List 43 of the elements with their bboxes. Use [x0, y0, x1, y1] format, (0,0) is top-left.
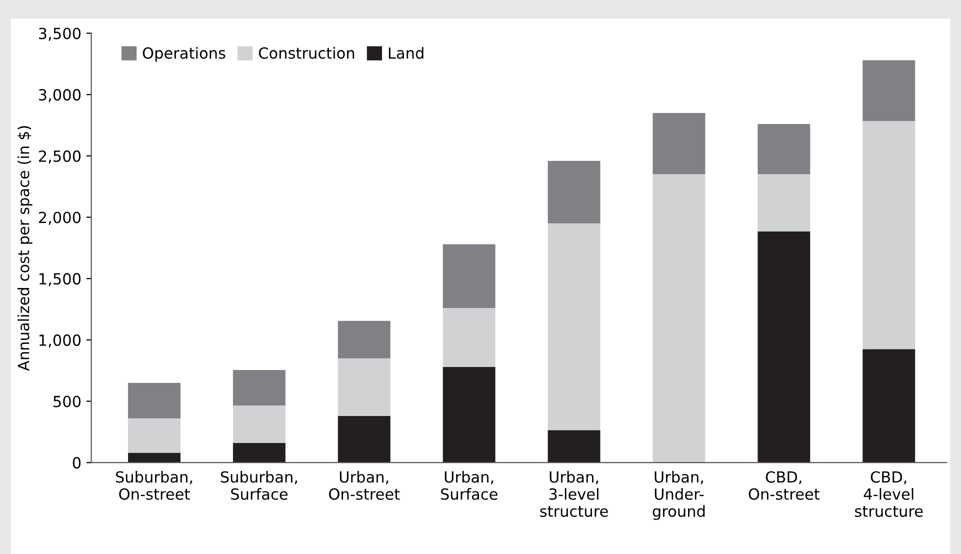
legend-label: Land	[388, 46, 424, 59]
bar	[442, 308, 496, 367]
y-tick-label: 2,000	[38, 212, 81, 225]
bar	[758, 174, 810, 232]
bar	[232, 406, 286, 443]
y-tick-label: 0	[72, 457, 81, 469]
x-tick-label: Urban, Surface	[440, 470, 498, 500]
legend-label: Operations	[142, 46, 226, 62]
bar	[338, 358, 390, 416]
x-tick-label: CBD, On-street	[748, 471, 820, 500]
y-tick-label: 1,500	[40, 273, 81, 286]
bar	[128, 382, 180, 418]
y-tick-label: 3,500	[39, 28, 81, 41]
y-tick-label: 2,500	[38, 150, 81, 164]
y-tick-label: 500	[54, 396, 81, 408]
x-tick-label: Urban, On-street	[329, 470, 400, 500]
y-tick-label: 1,000	[40, 334, 81, 348]
bar	[548, 223, 600, 430]
bar	[862, 120, 916, 350]
x-tick-label: Suburban, On-street	[116, 470, 192, 500]
x-tick-label: Urban, Under- ground	[652, 470, 705, 520]
bar	[862, 349, 916, 463]
bar	[128, 452, 180, 463]
y-axis-title: Annualized cost per space (in $)	[17, 126, 32, 371]
bar	[338, 416, 390, 463]
bar	[128, 418, 180, 453]
bar	[548, 430, 600, 463]
bar	[442, 366, 496, 463]
legend-label: Construction	[258, 46, 354, 59]
bar	[758, 124, 810, 174]
x-tick-label: CBD, 4-level structure	[855, 471, 923, 517]
bar	[232, 442, 286, 463]
bar	[758, 231, 810, 463]
bar	[652, 112, 706, 174]
bar	[442, 244, 496, 308]
bar	[232, 370, 286, 406]
y-tick-label: 3,000	[39, 89, 81, 102]
bar	[862, 60, 916, 121]
bar	[548, 160, 600, 224]
x-tick-label: Urban, 3-level structure	[540, 470, 608, 517]
x-tick-label: Suburban, Surface	[220, 470, 298, 500]
bar	[652, 174, 706, 463]
bar	[338, 320, 390, 358]
